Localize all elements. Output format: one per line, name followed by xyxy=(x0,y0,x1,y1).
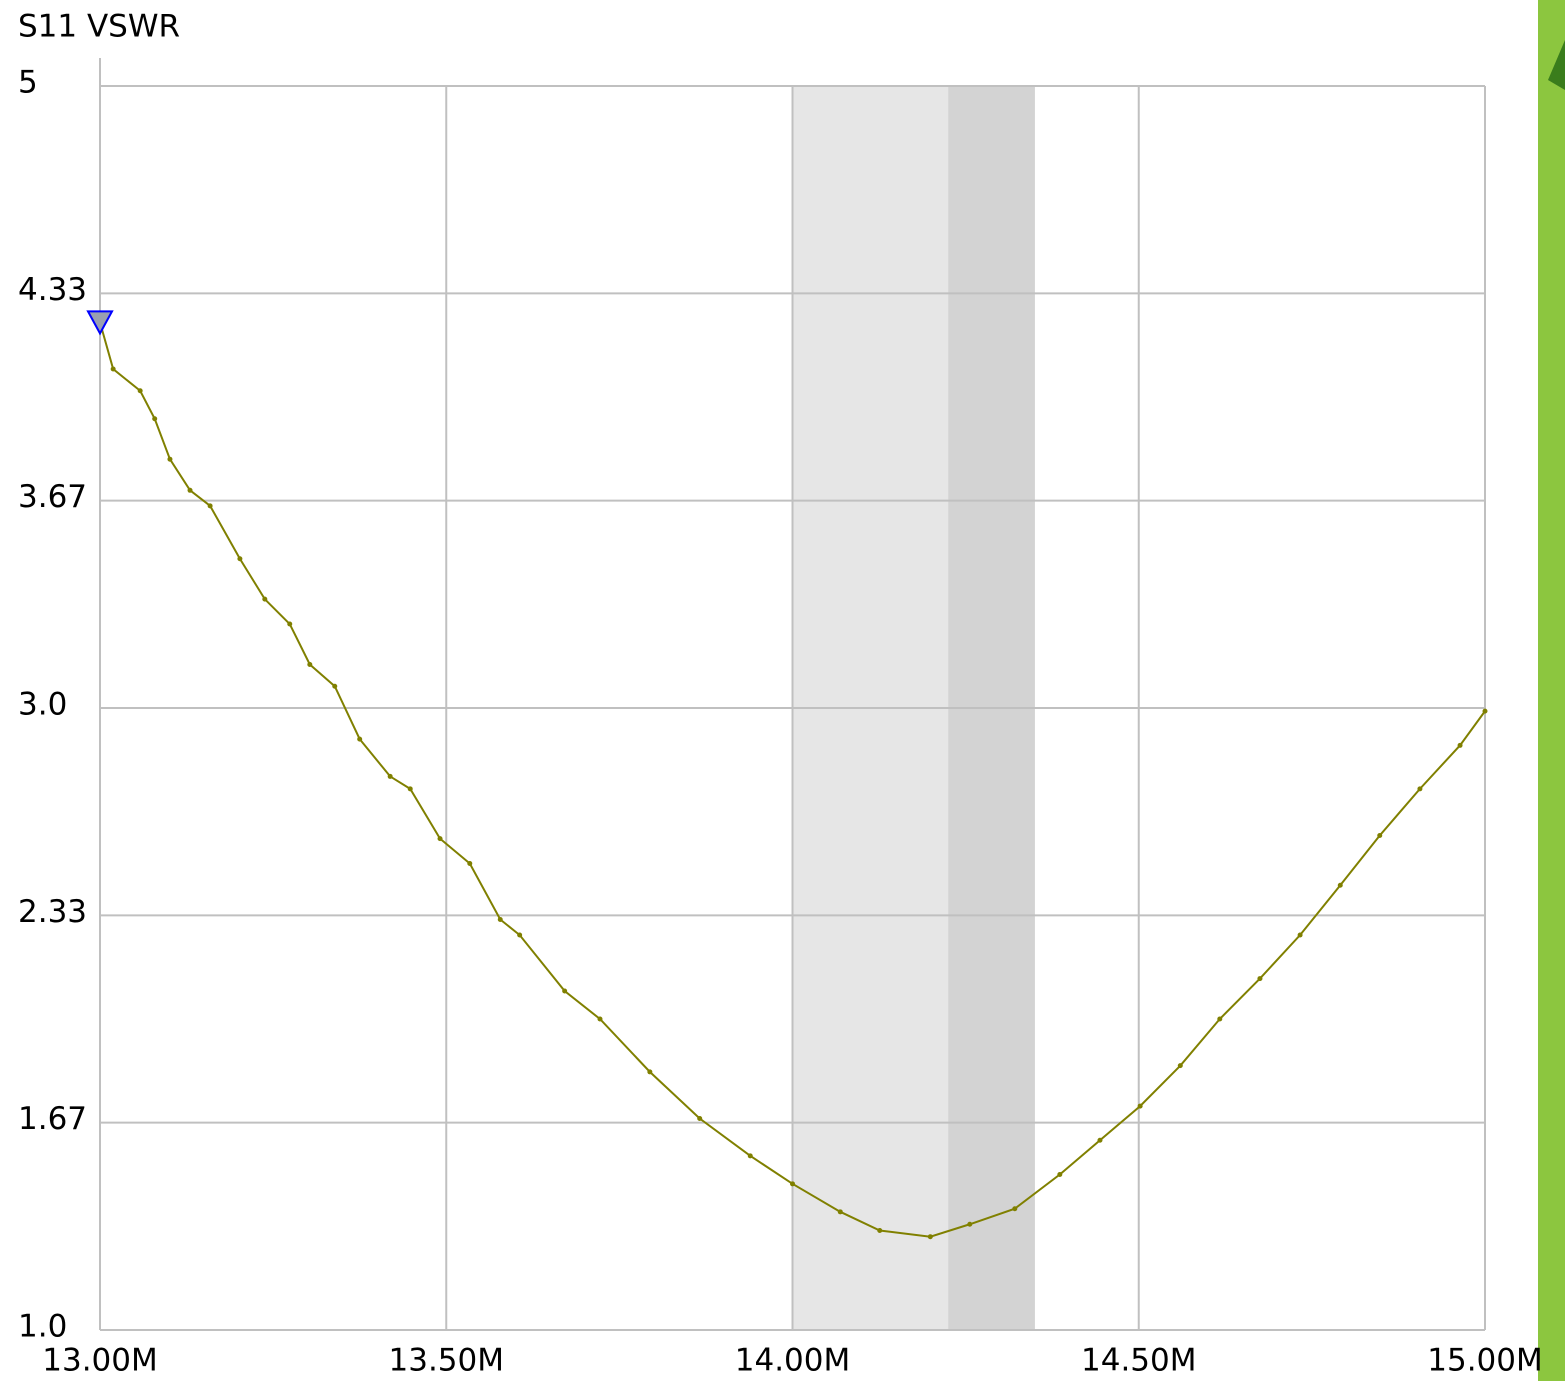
y-tick-label: 4.33 xyxy=(18,272,87,308)
data-point xyxy=(1177,1063,1183,1069)
data-point xyxy=(1457,742,1463,748)
data-point xyxy=(207,503,213,509)
data-point xyxy=(387,773,393,779)
x-tick-label: 13.00M xyxy=(42,1343,158,1379)
data-point xyxy=(562,988,568,994)
x-tick-label: 14.00M xyxy=(735,1343,851,1379)
data-point xyxy=(167,456,173,462)
data-point xyxy=(152,416,158,422)
data-point xyxy=(332,683,338,689)
data-point xyxy=(307,661,313,667)
grid: 1.0 1.67 2.33 3.0 3.67 4.33 5 13.00M 13.50M 14.00… xyxy=(18,65,1543,1379)
data-point xyxy=(1097,1137,1103,1143)
data-point xyxy=(927,1234,933,1240)
data-point xyxy=(497,916,503,922)
data-point xyxy=(1217,1016,1223,1022)
data-point xyxy=(287,621,293,627)
data-point xyxy=(1417,786,1423,792)
data-point xyxy=(262,596,268,602)
data-point xyxy=(790,1181,795,1187)
data-point xyxy=(1482,708,1488,714)
x-tick-label: 15.00M xyxy=(1427,1343,1543,1379)
data-point xyxy=(1137,1103,1143,1109)
y-tick-label: 3.67 xyxy=(18,479,87,515)
chart-title: S11 VSWR xyxy=(18,9,180,45)
data-point xyxy=(1297,932,1303,938)
data-point xyxy=(967,1221,973,1227)
data-point xyxy=(110,366,116,372)
data-point xyxy=(187,487,193,493)
data-point xyxy=(747,1153,753,1159)
data-point xyxy=(1012,1206,1018,1212)
data-point xyxy=(137,388,143,394)
y-tick-label: 1.0 xyxy=(18,1309,67,1345)
x-tick-label: 13.50M xyxy=(389,1343,505,1379)
data-point xyxy=(357,736,363,742)
side-bar xyxy=(1538,0,1565,1381)
y-tick-label: 5 xyxy=(18,65,38,101)
data-point xyxy=(647,1069,653,1075)
data-point xyxy=(237,556,243,562)
data-point xyxy=(437,836,443,842)
data-point xyxy=(877,1227,883,1233)
side-bar-arrow xyxy=(1548,40,1565,90)
y-tick-label: 3.0 xyxy=(18,687,67,723)
series-line xyxy=(99,322,1486,1238)
x-tick-label: 14.50M xyxy=(1081,1343,1197,1379)
data-point xyxy=(597,1016,603,1022)
data-point xyxy=(697,1116,703,1122)
data-point xyxy=(1257,976,1263,982)
data-point xyxy=(1337,882,1343,888)
data-point xyxy=(1377,833,1383,839)
data-point xyxy=(407,786,413,792)
data-point xyxy=(1057,1172,1063,1177)
data-point xyxy=(517,932,523,938)
y-tick-label: 2.33 xyxy=(18,894,87,930)
plot xyxy=(86,310,1488,1240)
data-point xyxy=(837,1209,843,1215)
data-point xyxy=(467,861,473,866)
marker xyxy=(86,310,114,336)
y-tick-label: 1.67 xyxy=(18,1101,87,1137)
